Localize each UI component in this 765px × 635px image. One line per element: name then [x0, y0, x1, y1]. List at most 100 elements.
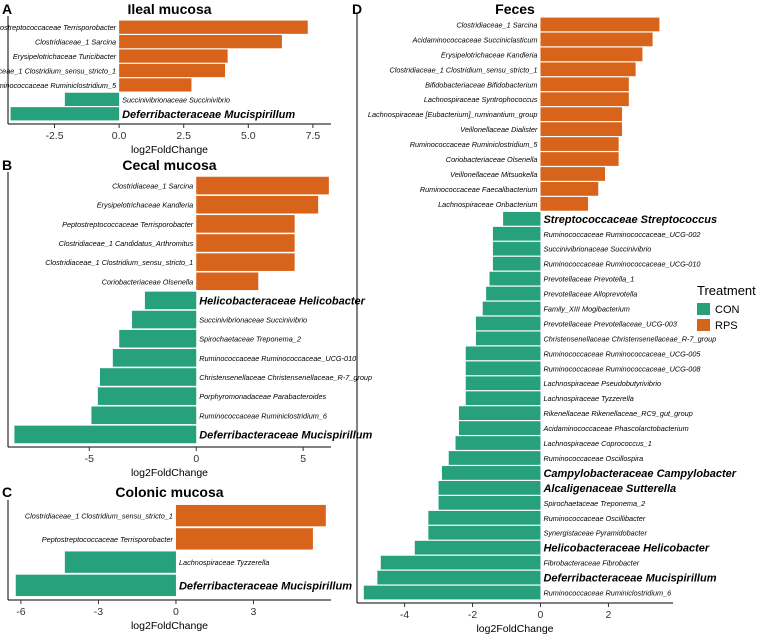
bar-label: Lachnospiraceae Tyzzerella	[179, 558, 269, 567]
bar	[465, 361, 541, 376]
bar-label: Prevotellaceae Prevotella_1	[543, 275, 634, 284]
legend-label-con: CON	[715, 304, 740, 316]
bar-label: Ruminococcaceae Ruminococcaceae_UCG-010	[199, 354, 356, 363]
bar	[540, 167, 606, 181]
bar	[10, 107, 120, 121]
bar	[144, 291, 197, 310]
bar	[438, 495, 541, 510]
bar-label: Peptostreptococcaceae Terrisporobacter	[62, 220, 194, 229]
bar	[465, 346, 541, 361]
bar-label: Spirochaetaceae Treponema_2	[199, 335, 301, 344]
legend: Treatment CON RPS	[697, 283, 756, 332]
bar-label: Ruminococcaceae Ruminococcaceae_UCG-010	[543, 260, 700, 269]
bar-label: Succinivibrionaceae Succinivibrio	[199, 316, 307, 325]
bar	[64, 551, 176, 573]
panel-letter: B	[2, 157, 12, 173]
bar	[448, 451, 541, 465]
bar-label: Veillonellaceae Dialister	[460, 125, 538, 134]
bar	[91, 406, 197, 425]
bar	[196, 195, 319, 214]
x-tick-label: 0.0	[112, 130, 127, 142]
bar-label: Clostridiaceae_1 Clostridium_sensu_stric…	[0, 67, 116, 76]
bar	[540, 77, 629, 92]
bar	[455, 436, 541, 450]
bar-label: Ruminococcaceae Ruminococcaceae_UCG-002	[543, 230, 700, 239]
bar	[175, 528, 313, 550]
bar	[196, 272, 259, 291]
bar-label: Erysipelotrichaceae Turicibacter	[13, 52, 117, 61]
bar-label: Ruminococcaceae Ruminiclostridium_5	[410, 140, 539, 149]
bar-label: Deferribacteraceae Mucispirillum	[179, 580, 352, 592]
x-tick-label: 2	[606, 609, 612, 621]
bar	[492, 241, 541, 256]
x-tick-label: -5	[85, 453, 94, 465]
bar	[119, 329, 197, 348]
panel-b: B Cecal mucosa Clostridiaceae_1 Sarcina Ery…	[2, 157, 372, 479]
bar	[540, 107, 623, 122]
bar	[119, 78, 192, 92]
legend-swatch-con	[697, 303, 710, 315]
bar	[465, 391, 541, 406]
bar-label: Deferribacteraceae Mucispirillum	[543, 573, 716, 585]
bar	[441, 466, 541, 480]
bar	[97, 387, 197, 405]
bar	[492, 256, 541, 271]
x-tick-label: -3	[94, 606, 103, 618]
bar-label: Acidaminococcaceae Phascolarctobacterium	[542, 424, 688, 433]
panel-d: D Feces Clostridiaceae_1 Sarcina Acidaminoc…	[352, 1, 737, 635]
bar	[428, 525, 541, 540]
bar-label: Veillonellaceae Mitsuokella	[450, 170, 537, 179]
bar	[475, 331, 541, 346]
bar	[475, 316, 541, 331]
bar-label: Christensenellaceae Christensenellaceae_…	[199, 373, 372, 382]
bar	[540, 152, 619, 166]
bar	[540, 182, 599, 196]
x-tick-label: 3	[251, 606, 257, 618]
bar	[465, 376, 541, 391]
bar	[540, 32, 653, 47]
bar-label: Lachnospiraceae Tyzzerella	[543, 394, 633, 403]
bar-label: Helicobacteraceae Helicobacter	[543, 543, 709, 555]
bar	[112, 349, 197, 367]
bar	[428, 510, 541, 525]
x-axis-label: log2FoldChange	[476, 623, 553, 635]
bar-label: Porphyromonadaceae Parabacteroides	[199, 392, 326, 401]
bar	[489, 271, 541, 286]
bar-label: Prevotellaceae Alloprevotella	[543, 290, 637, 299]
bar	[540, 122, 623, 136]
x-tick-label: -2.5	[45, 130, 63, 142]
bar-label: Ruminococcaceae Oscillospira	[543, 454, 643, 463]
panel-c: C Colonic mucosa Clostridiaceae_1 Clostrid…	[2, 484, 352, 632]
bar-label: Clostridiaceae_1 Clostridium_sensu_stric…	[389, 65, 537, 74]
bar-label: Ruminococcaceae Ruminiclostridium_5	[0, 81, 117, 90]
panel-a: A Ileal mucosa Peptostreptococcaceae Terri…	[0, 1, 331, 156]
panel-letter: C	[2, 484, 12, 500]
panel-title: Colonic mucosa	[115, 484, 223, 500]
bar-label: Helicobacteraceae Helicobacter	[199, 295, 365, 307]
bar	[540, 17, 660, 32]
panel-letter: D	[352, 1, 362, 17]
bar	[486, 286, 541, 301]
bar-label: Succinivibrionaceae Succinivibrio	[543, 245, 651, 254]
bar-label: Synergistaceae Pyramidobacter	[543, 529, 647, 538]
bar-label: Deferribacteraceae Mucispirillum	[122, 109, 295, 121]
x-tick-label: -6	[16, 606, 25, 618]
bar	[540, 137, 619, 151]
bar-label: Prevotellaceae Prevotellaceae_UCG-003	[543, 319, 676, 328]
bar-label: Clostridiaceae_1 Clostridium_sensu_stric…	[25, 512, 173, 521]
panel-title: Feces	[495, 1, 535, 17]
bar-label: Coriobacteriaceae Olsenella	[102, 277, 194, 286]
bar-label: Coriobacteriaceae Olsenella	[446, 155, 538, 164]
bar	[119, 35, 282, 49]
bar-label: Rikenellaceae Rikenellaceae_RC9_gut_grou…	[543, 409, 692, 418]
x-tick-label: 5	[300, 453, 306, 465]
bar	[15, 574, 176, 597]
bar	[119, 20, 308, 34]
bar	[175, 504, 326, 527]
bar	[119, 49, 228, 63]
bar	[540, 92, 629, 107]
bar-label: Family_XIII Mogibacterium	[543, 305, 629, 314]
x-axis-label: log2FoldChange	[131, 620, 208, 632]
bar-label: Christensenellaceae Christensenellaceae_…	[543, 334, 716, 343]
panel-title: Cecal mucosa	[122, 157, 216, 173]
